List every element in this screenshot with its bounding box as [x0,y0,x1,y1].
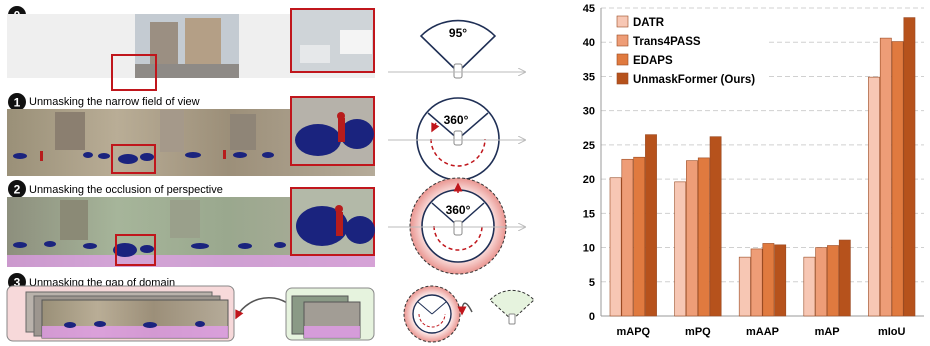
bar-mAAP-trans4pass [750,248,763,317]
row-number-badge [8,180,26,198]
row-caption: Unmasking the occlusion of perspective [29,184,223,196]
x-tick-label: mPQ [685,326,711,338]
road-mask [7,255,375,267]
bar-mIoU-datr [868,76,880,317]
camera-icon [453,130,463,146]
row-number: 2 [14,183,21,197]
bar-mAPQ-unmaskformer [645,134,657,317]
y-tick-label: 15 [583,208,595,220]
row-number-badge [8,93,26,111]
bar-mPQ-datr [674,181,687,317]
bar-mIoU-unmaskformer [903,17,916,317]
legend: DATR Trans4PASS EDAPS UnmaskFormer (Ours) [612,10,766,94]
legend-swatch [616,15,629,28]
legend-swatch [616,53,629,66]
legend-label: UnmaskFormer (Ours) [633,74,755,86]
legend-label: DATR [633,17,665,29]
camera-icon [453,220,463,236]
bar-mPQ-unmaskformer [709,136,722,317]
bar-mPQ-trans4pass [686,160,698,317]
legend-box [612,10,766,94]
legend-label: Trans4PASS [633,36,701,48]
highlight-box [111,144,156,174]
fov-sector-small [489,289,535,321]
fov-sector [419,19,497,74]
row-number: 3 [14,276,21,290]
legend-label: EDAPS [633,55,673,67]
bar-mAAP-datr [738,256,751,317]
row-number: 1 [14,96,21,110]
y-tick-label: 5 [589,277,595,289]
domain-arrow [235,296,291,320]
y-tick-label: 30 [583,106,595,118]
legend-swatch [616,72,629,85]
row-1: 1 Unmasking the narrow field of view 360… [7,93,525,181]
bar-mAAP-edaps [762,243,775,317]
fov-label: 95° [449,26,467,40]
y-tick-label: 35 [583,71,595,83]
bar-mAP-unmaskformer [838,239,851,317]
bar-mAPQ-edaps [633,156,646,317]
y-tick-label: 10 [583,243,595,255]
y-tick-label: 20 [583,174,595,186]
bar-mAP-datr [803,256,816,317]
bar-mPQ-edaps [697,157,710,317]
row-2: 2 Unmasking the occlusion of perspective… [7,177,525,275]
bar-mAPQ-trans4pass [621,158,634,317]
y-tick-label: 45 [583,3,595,15]
bar-mAP-edaps [827,245,839,317]
camera-icon [453,63,463,79]
x-tick-label: mIoU [878,326,906,338]
y-axis-ticks: 0 5 10 15 20 25 30 35 40 45 [583,3,595,323]
bar-chart: 0 5 10 15 20 25 30 35 40 45 mAPQ mPQ mAAP mAP mIoU DA… [583,3,924,338]
x-tick-label: mAP [815,326,840,338]
fov-label: 360° [444,113,469,127]
bar-mIoU-trans4pass [879,37,892,317]
bars [609,17,916,317]
highlight-box [115,234,156,266]
x-tick-label: mAPQ [616,326,650,338]
row-0: 0 95° [7,6,525,91]
row-caption: Unmasking the narrow field of view [29,96,200,108]
bar-mAP-trans4pass [815,247,828,317]
x-axis-ticks: mAPQ mPQ mAAP mAP mIoU [616,326,905,338]
highlight-box [111,54,157,91]
bar-mAAP-unmaskformer [774,244,787,317]
row-3: 3 Unmasking the gap of domain [6,273,535,343]
bar-mIoU-edaps [891,41,904,317]
bar-mAPQ-datr [609,177,622,317]
left-panel: 0 95° 1 Unmasking the narrow field of vi… [6,6,535,343]
fov-label: 360° [446,203,471,217]
legend-swatch [616,34,629,47]
x-tick-label: mAAP [746,326,779,338]
y-tick-label: 25 [583,140,595,152]
y-tick-label: 0 [589,311,595,323]
y-tick-label: 40 [583,37,595,49]
car-masks [13,241,286,257]
